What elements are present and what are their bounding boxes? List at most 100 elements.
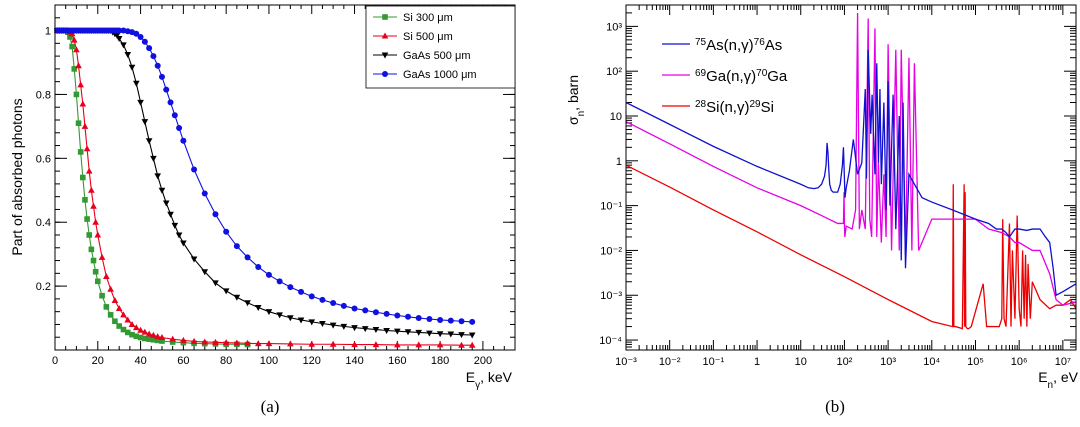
data-point: [163, 86, 170, 93]
data-point: [329, 340, 337, 347]
data-point: [372, 309, 379, 316]
x-tick-label: 140: [345, 355, 363, 367]
data-point: [120, 311, 127, 318]
data-point: [394, 312, 401, 319]
data-point: [436, 341, 444, 348]
x-tick-label: 10⁻¹: [703, 356, 725, 368]
data-point: [112, 318, 118, 325]
data-point: [67, 34, 73, 40]
data-point: [329, 322, 337, 329]
x-tick-label: 20: [92, 355, 104, 367]
x-tick-label: 180: [431, 355, 449, 367]
panel-b-frame: [625, 4, 1077, 351]
data-point: [212, 211, 219, 218]
data-point: [154, 173, 161, 180]
data-point: [146, 336, 152, 342]
data-point: [133, 324, 140, 331]
x-tick-label: 120: [303, 355, 321, 367]
x-tick-label: 10⁵: [967, 356, 984, 368]
data-point: [71, 66, 78, 72]
x-tick-label: 160: [388, 355, 406, 367]
data-point: [88, 246, 95, 253]
data-point: [222, 339, 230, 346]
y-tick-label: 0.4: [36, 217, 51, 229]
data-point: [75, 120, 82, 126]
data-point: [75, 62, 82, 69]
data-point: [404, 329, 412, 336]
legend-label: 69Ga(n,γ)70Ga: [695, 68, 788, 86]
data-point: [94, 278, 101, 285]
data-point: [150, 155, 157, 162]
data-point: [77, 81, 84, 88]
panel-b-ticks: 10⁻³ 10⁻² 10⁻¹ 1 10 10² 10³ 10⁴ 10⁵ 10⁶ 10⁷ 10⁻⁴ 10⁻…: [599, 4, 1077, 368]
data-point: [265, 340, 273, 347]
data-point: [120, 326, 127, 333]
data-point: [141, 38, 148, 45]
data-point: [180, 137, 187, 144]
panel-a-x-axis-title: Eγ, keV: [466, 369, 513, 391]
data-point: [254, 340, 262, 347]
data-point: [255, 263, 262, 270]
data-point: [113, 32, 121, 39]
data-point: [129, 331, 135, 338]
data-point: [381, 32, 389, 39]
series-line: [626, 12, 1076, 306]
y-tick-label: 0.2: [36, 281, 51, 293]
x-tick-label: 60: [177, 355, 189, 367]
panel-a-ticks: 0 20 40 60 80 100 120 140 160 180 200 0.2 0.4 0.6 0.8 1: [36, 5, 516, 367]
data-point: [167, 211, 174, 218]
data-point: [276, 278, 283, 285]
data-point: [85, 167, 93, 174]
data-point: [115, 36, 123, 43]
panel-b-x-axis-title: En, eV: [1038, 369, 1078, 391]
data-point: [233, 243, 240, 250]
data-point: [124, 52, 132, 59]
data-point: [437, 316, 444, 323]
data-point: [116, 323, 122, 329]
x-tick-label: 10⁴: [923, 356, 940, 368]
data-point: [212, 280, 219, 287]
y-tick-label: 10³: [606, 21, 622, 33]
data-point: [383, 310, 390, 317]
data-point: [137, 99, 144, 106]
data-point: [351, 325, 358, 332]
y-tick-label: 1: [616, 156, 622, 168]
data-point: [73, 46, 80, 53]
series-line: [57, 30, 248, 346]
data-point: [141, 328, 149, 335]
panel-a-frame: [54, 4, 516, 351]
y-tick-label: 10²: [606, 66, 622, 78]
series-square: [54, 27, 251, 348]
data-point: [171, 222, 179, 229]
data-point: [90, 257, 97, 264]
data-point: [80, 174, 86, 181]
x-tick-label: 10⁶: [1011, 356, 1028, 368]
y-tick-label: 0.6: [36, 153, 51, 165]
data-point: [107, 285, 114, 292]
data-point: [159, 338, 165, 344]
panel-a: 0 20 40 60 80 100 120 140 160 180 200 0.2 0.4 0.6 0.8 1…: [9, 4, 516, 416]
legend-label: Si 300 μm: [403, 12, 453, 24]
data-point: [73, 91, 80, 98]
x-tick-label: 10⁷: [1055, 356, 1071, 368]
x-tick-label: 200: [474, 355, 492, 367]
data-point: [436, 331, 444, 338]
data-point: [137, 326, 144, 333]
data-point: [124, 316, 132, 323]
data-point: [79, 100, 87, 107]
data-point: [382, 14, 388, 20]
data-point: [169, 339, 176, 345]
panel-a-curves: [53, 27, 476, 348]
data-point: [458, 332, 465, 339]
data-point: [180, 336, 187, 343]
data-point: [81, 122, 89, 129]
y-tick-label: 10⁻¹: [600, 201, 622, 213]
data-point: [137, 33, 144, 40]
data-point: [298, 288, 305, 295]
data-point: [150, 331, 157, 338]
data-point: [150, 53, 157, 60]
data-point: [142, 335, 148, 342]
data-point: [176, 124, 183, 131]
data-point: [405, 313, 412, 320]
data-point: [98, 253, 106, 260]
